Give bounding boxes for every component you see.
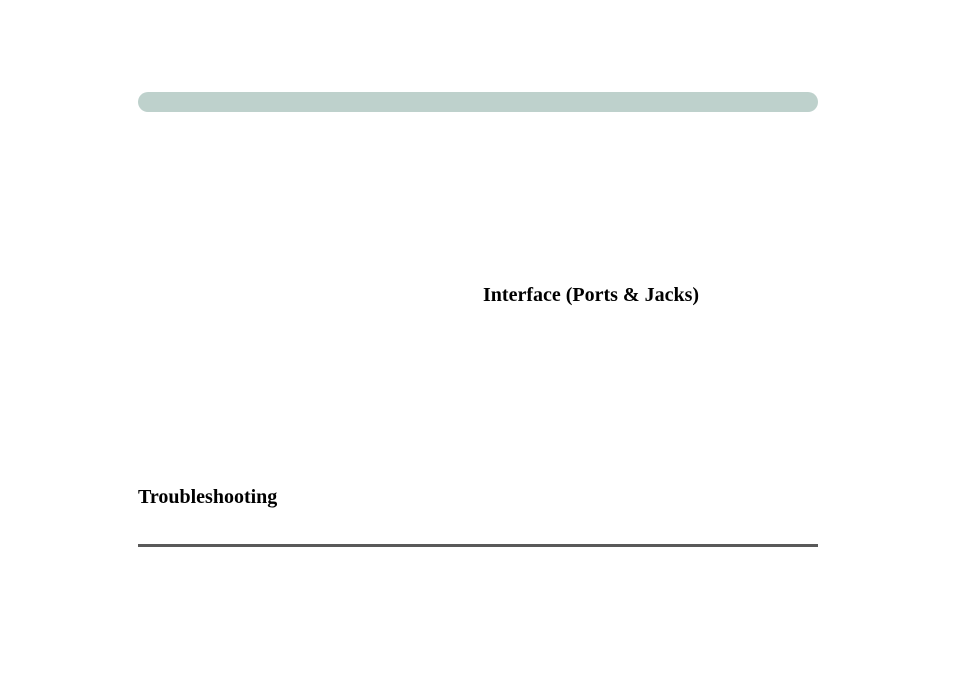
horizontal-rule <box>138 544 818 547</box>
document-page: Interface (Ports & Jacks) Troubleshootin… <box>0 0 954 673</box>
section-heading-troubleshooting: Troubleshooting <box>138 486 277 509</box>
section-heading-interface: Interface (Ports & Jacks) <box>483 284 699 307</box>
header-bar <box>138 92 818 112</box>
